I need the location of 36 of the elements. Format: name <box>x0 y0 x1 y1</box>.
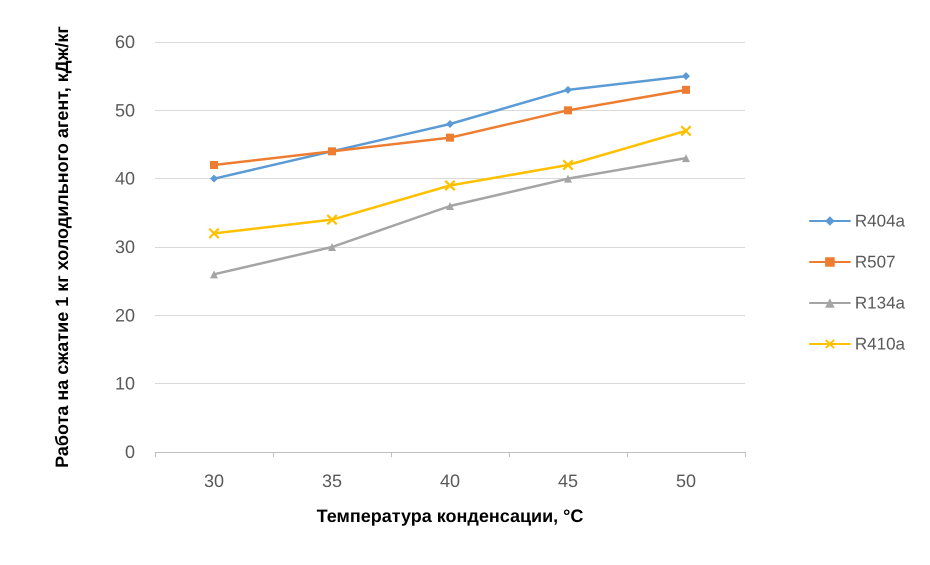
point <box>210 161 218 169</box>
point <box>680 125 692 136</box>
y-axis-title: Работа на сжатие 1 кг холодильного агент, кДж/кг <box>52 26 72 468</box>
point <box>562 160 574 170</box>
legend-label: R507 <box>854 252 896 272</box>
point <box>446 202 454 210</box>
x-axis-title: Температура конденсации, °C <box>316 506 584 526</box>
x-tick-label: 45 <box>558 471 578 491</box>
point <box>326 214 338 226</box>
y-tick-label: 40 <box>114 168 135 189</box>
point <box>682 72 690 80</box>
x-tick-label: 40 <box>440 471 460 491</box>
point <box>444 180 456 191</box>
point <box>210 174 218 183</box>
legend-label: R134a <box>854 294 906 312</box>
y-tick-label: 60 <box>114 32 135 52</box>
point <box>682 154 690 162</box>
y-tick-label: 0 <box>124 442 135 462</box>
x-tick-label: 50 <box>676 471 696 491</box>
y-tick-label: 50 <box>114 100 135 120</box>
point <box>564 86 572 94</box>
x-tick-label: 35 <box>322 471 342 491</box>
point <box>446 134 454 142</box>
point <box>564 106 572 114</box>
y-tick-label: 10 <box>114 374 135 394</box>
legend-label: R410a <box>854 334 906 354</box>
point <box>564 174 572 183</box>
x-tick-label: 30 <box>204 471 224 491</box>
legend-label: R404a <box>854 212 906 230</box>
point <box>682 86 690 94</box>
y-tick-label: 30 <box>114 237 135 257</box>
point <box>210 270 218 278</box>
point <box>446 120 454 128</box>
point <box>328 243 336 251</box>
point <box>208 228 220 239</box>
y-tick-label: 20 <box>114 305 135 326</box>
